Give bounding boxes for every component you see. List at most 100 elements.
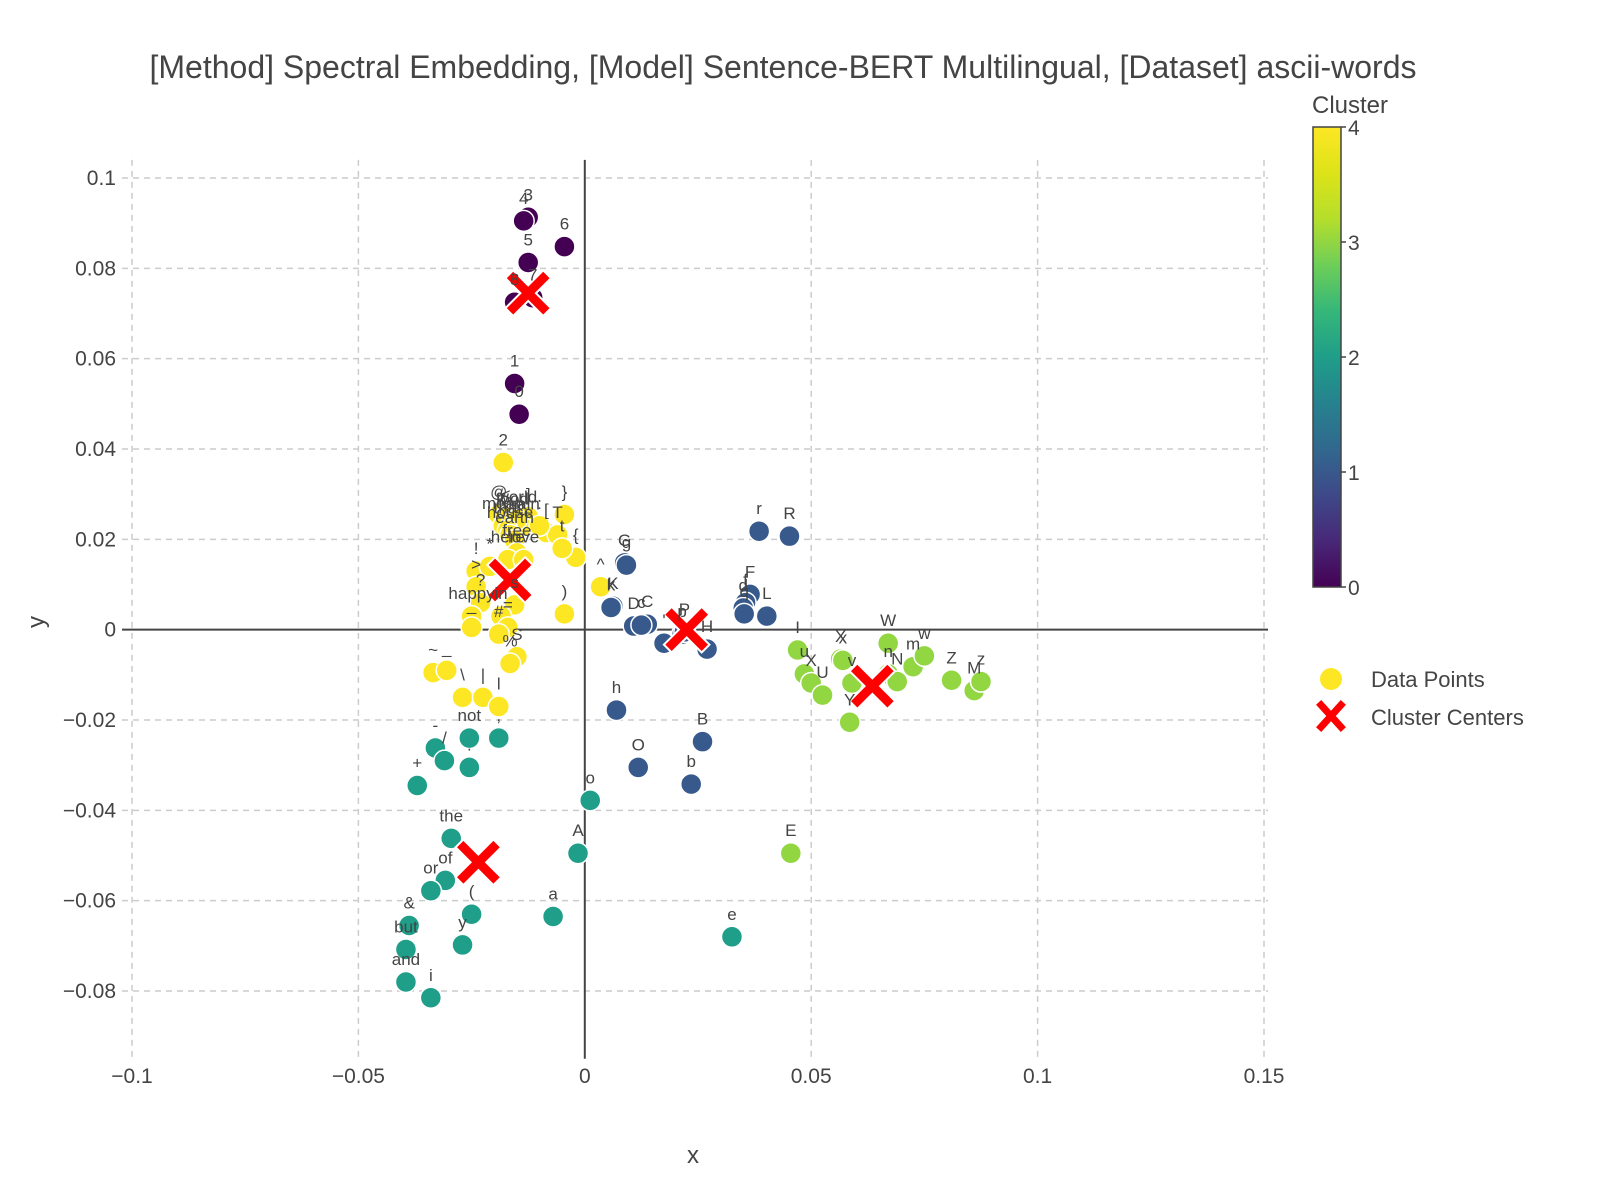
point-label: m	[906, 635, 920, 654]
data-point	[720, 925, 744, 949]
point-label: h	[612, 678, 621, 697]
colorbar-tick-label: 4	[1348, 117, 1360, 140]
point-label: H	[701, 617, 713, 636]
point-label: +	[412, 753, 422, 772]
y-tick-label: 0.06	[75, 348, 116, 371]
point-label: _	[441, 638, 452, 657]
point-label: _	[466, 595, 477, 614]
cluster-center-marker	[504, 268, 553, 318]
point-label: happy	[448, 584, 495, 603]
x-tick-label: 0.15	[1244, 1065, 1285, 1088]
point-label: or	[423, 859, 438, 878]
data-point	[755, 604, 779, 628]
point-label: X	[806, 651, 817, 670]
point-label: love	[508, 528, 539, 547]
cluster-center-cross	[850, 664, 894, 708]
data-point	[913, 644, 936, 668]
point-label: ?	[476, 571, 485, 590]
point-label: but	[394, 917, 418, 936]
y-tick-label: 0.1	[87, 167, 116, 190]
cluster-center-marker	[848, 661, 897, 711]
data-point	[507, 402, 531, 426]
colorbar-ticks: 0 1 2 3 4	[1341, 117, 1360, 600]
data-point	[969, 670, 993, 693]
point-label: F	[745, 562, 755, 581]
cluster-center-marker	[454, 838, 503, 887]
point-label: the	[439, 806, 463, 825]
point-label: in	[494, 584, 507, 603]
data-point	[747, 519, 771, 543]
x-tick-label: −0.1	[111, 1065, 152, 1088]
point-label: l	[497, 674, 501, 693]
point-label: that	[494, 498, 523, 517]
point-label: of	[438, 848, 452, 867]
point-label: <	[501, 485, 511, 504]
point-label: d	[739, 576, 748, 595]
data-point	[487, 622, 511, 646]
point-label: X	[835, 627, 846, 646]
colorbar-tick-label: 3	[1348, 232, 1360, 255]
point-label: R	[783, 504, 795, 523]
point-label: y	[458, 913, 467, 932]
data-point	[451, 686, 474, 709]
point-label: n	[883, 642, 892, 661]
data-point	[458, 726, 481, 750]
point-label: w	[917, 624, 931, 643]
point-label: r	[756, 499, 762, 518]
point-label: f	[743, 571, 748, 590]
point-label: x	[839, 628, 848, 647]
y-tick-label: −0.08	[63, 980, 116, 1003]
point-label: E	[785, 821, 796, 840]
point-label: :	[537, 494, 542, 513]
point-label: k	[607, 576, 616, 595]
point-label: ,	[496, 706, 501, 725]
point-label: G	[618, 531, 631, 550]
point-label: B	[697, 710, 708, 729]
data-point	[811, 683, 834, 707]
legend-label-data-points[interactable]: Data Points	[1371, 667, 1485, 692]
point-label: 2	[499, 431, 508, 450]
cluster-center-cross	[457, 840, 500, 884]
data-point	[516, 251, 540, 274]
point-label: z	[977, 650, 986, 669]
point-label: @	[490, 482, 507, 501]
data-point	[876, 631, 900, 655]
point-label: b	[686, 752, 695, 771]
y-tick-label: 0.08	[75, 257, 116, 280]
data-point	[498, 652, 522, 675]
data-point	[419, 986, 443, 1010]
data-point	[435, 659, 458, 682]
data-point	[433, 749, 456, 772]
y-tick-label: −0.06	[63, 890, 116, 913]
data-point	[630, 613, 653, 637]
legend-label-cluster-centers[interactable]: Cluster Centers	[1371, 705, 1524, 730]
point-label: t	[560, 516, 565, 535]
cluster-centers	[454, 268, 897, 887]
point-label: U	[816, 663, 828, 682]
point-label: 8	[510, 270, 519, 289]
point-label: house	[487, 503, 533, 522]
data-point	[599, 596, 623, 619]
point-label: 7	[528, 266, 537, 285]
point-label: world	[496, 487, 538, 506]
y-tick-label: −0.04	[63, 799, 116, 822]
point-label: #	[494, 602, 504, 621]
axis-ticks: −0.1 −0.05 0 0.05 0.1 0.15−0.08−0.06−0.04−0.0…	[63, 167, 1285, 1088]
colorbar-title: Cluster	[1312, 92, 1388, 119]
chart-title: [Method] Spectral Embedding, [Model] Sen…	[150, 49, 1417, 85]
data-point	[492, 451, 515, 474]
point-label: 4	[519, 189, 528, 208]
point-label: L	[762, 584, 771, 603]
data-point	[553, 503, 576, 526]
colorbar: Cluster 0 1 2 3 4	[1312, 92, 1388, 600]
point-label: free	[502, 521, 531, 540]
cluster-center-cross	[506, 271, 550, 315]
data-point	[679, 772, 703, 796]
data-point	[615, 553, 638, 577]
point-label: mean	[482, 494, 525, 513]
y-tick-label: 0.02	[75, 528, 116, 551]
point-label: i	[429, 966, 433, 985]
data-point	[541, 905, 565, 928]
point-label: !	[474, 539, 479, 558]
point-label: |	[481, 665, 485, 684]
